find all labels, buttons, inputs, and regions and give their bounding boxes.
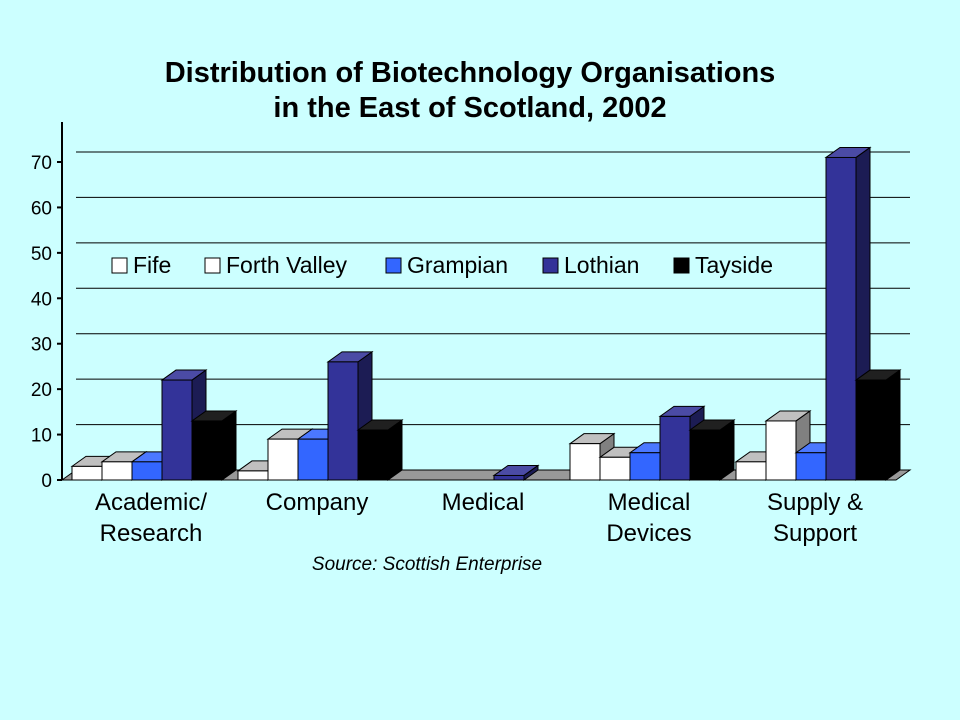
bar-lothian-2: [492, 464, 540, 481]
bar-tayside-3: [688, 419, 736, 481]
legend-swatch: [542, 257, 559, 274]
bar-front: [493, 474, 525, 481]
bar-front: [161, 379, 193, 481]
bar-front: [267, 438, 299, 481]
chart-title: Distribution of Biotechnology Organisati…: [0, 56, 940, 126]
legend-swatch: [385, 257, 402, 274]
bar-front: [71, 465, 103, 481]
y-tick-label: 30: [31, 335, 52, 356]
bar-front: [191, 420, 223, 481]
legend-label: Tayside: [695, 252, 773, 278]
y-tick-label: 70: [31, 153, 52, 174]
bar-tayside-4: [854, 369, 902, 481]
bar-front: [101, 461, 133, 481]
x-tick-label: Research: [100, 520, 203, 547]
bar-tayside-0: [190, 409, 238, 481]
bar-front: [327, 361, 359, 481]
legend-label: Forth Valley: [226, 252, 348, 278]
x-tick-label: Devices: [606, 520, 691, 547]
legend-label: Grampian: [407, 252, 508, 278]
x-tick-label: Company: [266, 489, 369, 516]
bar-front: [131, 461, 163, 481]
legend-swatch: [673, 257, 690, 274]
bar-front: [855, 379, 887, 481]
bar-front: [689, 429, 721, 481]
y-tick-label: 40: [31, 289, 52, 310]
bars: [70, 146, 902, 481]
y-tick-label: 60: [31, 198, 52, 219]
bar-front: [825, 156, 857, 481]
x-tick-label: Medical: [608, 489, 691, 516]
bar-tayside-1: [356, 419, 404, 481]
bar-front: [297, 438, 329, 481]
bar-front: [795, 452, 827, 481]
bar-front: [735, 461, 767, 481]
bar-front: [629, 452, 661, 481]
y-tick-label: 50: [31, 244, 52, 265]
y-tick-label: 10: [31, 426, 52, 447]
x-tick-label: Medical: [442, 489, 525, 516]
x-tick-label: Support: [773, 520, 857, 547]
bar-front: [569, 443, 601, 481]
bar-front: [357, 429, 389, 481]
legend-label: Fife: [133, 252, 171, 278]
source-note: Source: Scottish Enterprise: [312, 554, 542, 575]
legend-swatch: [111, 257, 128, 274]
legend-label: Lothian: [564, 252, 639, 278]
legend: Fife Forth Valley Grampian Lothian Tayside: [111, 252, 773, 278]
bar-front: [659, 415, 691, 481]
bar-lothian-1: [326, 350, 374, 481]
legend-swatch: [204, 257, 221, 274]
bar-front: [599, 456, 631, 481]
chart-title-line-1: Distribution of Biotechnology Organisati…: [164, 57, 776, 89]
x-tick-label: Academic/: [95, 489, 207, 516]
bar-side: [221, 409, 237, 481]
x-axis-labels: Academic/Research Company Medical Medical De…: [95, 489, 863, 547]
bar-front: [765, 420, 797, 481]
bar-front: [237, 470, 269, 481]
y-tick-label: 20: [31, 380, 52, 401]
bar-side: [885, 369, 901, 481]
x-tick-label: Supply &: [767, 489, 863, 516]
y-tick-label: 0: [41, 471, 52, 492]
chart-title-line-2: in the East of Scotland, 2002: [273, 92, 667, 124]
